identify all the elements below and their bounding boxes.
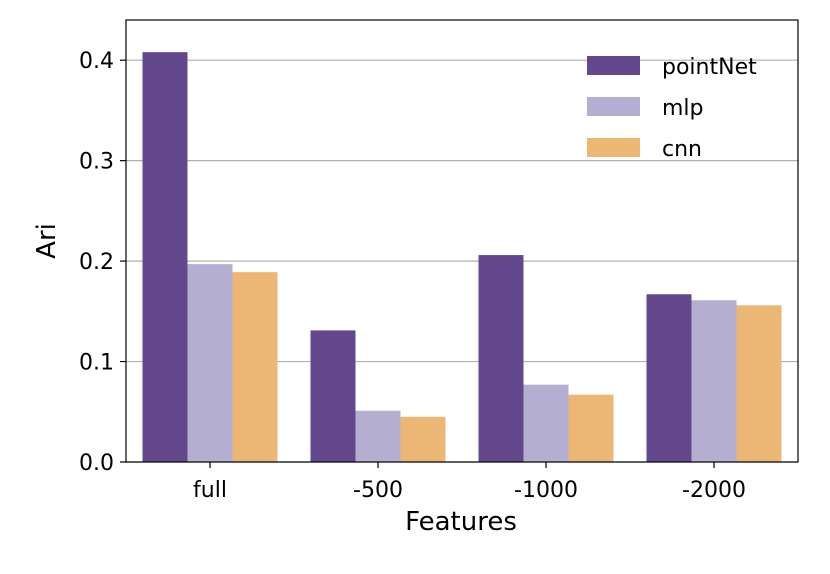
x-axis-label: Features [405, 507, 517, 537]
x-tick-label: -500 [353, 478, 403, 503]
legend-swatch [587, 97, 640, 116]
bar-mlp-full [187, 264, 233, 462]
bar-mlp--2000 [691, 300, 737, 462]
bar-cnn--500 [400, 416, 446, 462]
bar-pointNet--500 [310, 330, 356, 462]
bar-cnn-full [232, 272, 278, 462]
y-axis-label: Ari [32, 223, 62, 259]
y-axis-ticks: 0.0 0.1 0.2 0.3 0.4 [79, 49, 126, 476]
bars [142, 52, 782, 463]
x-axis-ticks: full -500 -1000 -2000 [193, 462, 746, 503]
legend-label: cnn [662, 137, 702, 162]
bar-mlp--1000 [523, 384, 569, 462]
y-tick-label: 0.2 [79, 250, 114, 275]
y-tick-label: 0.0 [79, 451, 114, 476]
bar-mlp--500 [355, 410, 401, 462]
y-tick-label: 0.4 [79, 49, 114, 74]
bar-cnn--2000 [736, 305, 782, 462]
y-tick-label: 0.1 [79, 351, 114, 376]
x-tick-label: -1000 [514, 478, 578, 503]
y-tick-label: 0.3 [79, 150, 114, 175]
x-tick-label: -2000 [682, 478, 746, 503]
legend-swatch [587, 56, 640, 75]
bar-cnn--1000 [568, 394, 614, 462]
bar-pointNet-full [142, 52, 188, 463]
plot-frame [125, 19, 799, 463]
legend-swatch [587, 138, 640, 157]
legend: pointNet mlp cnn [587, 55, 757, 162]
legend-label: mlp [662, 96, 704, 121]
bar-pointNet--2000 [646, 294, 692, 462]
x-tick-label: full [193, 478, 227, 503]
bar-pointNet--1000 [478, 255, 524, 462]
legend-label: pointNet [662, 55, 757, 80]
